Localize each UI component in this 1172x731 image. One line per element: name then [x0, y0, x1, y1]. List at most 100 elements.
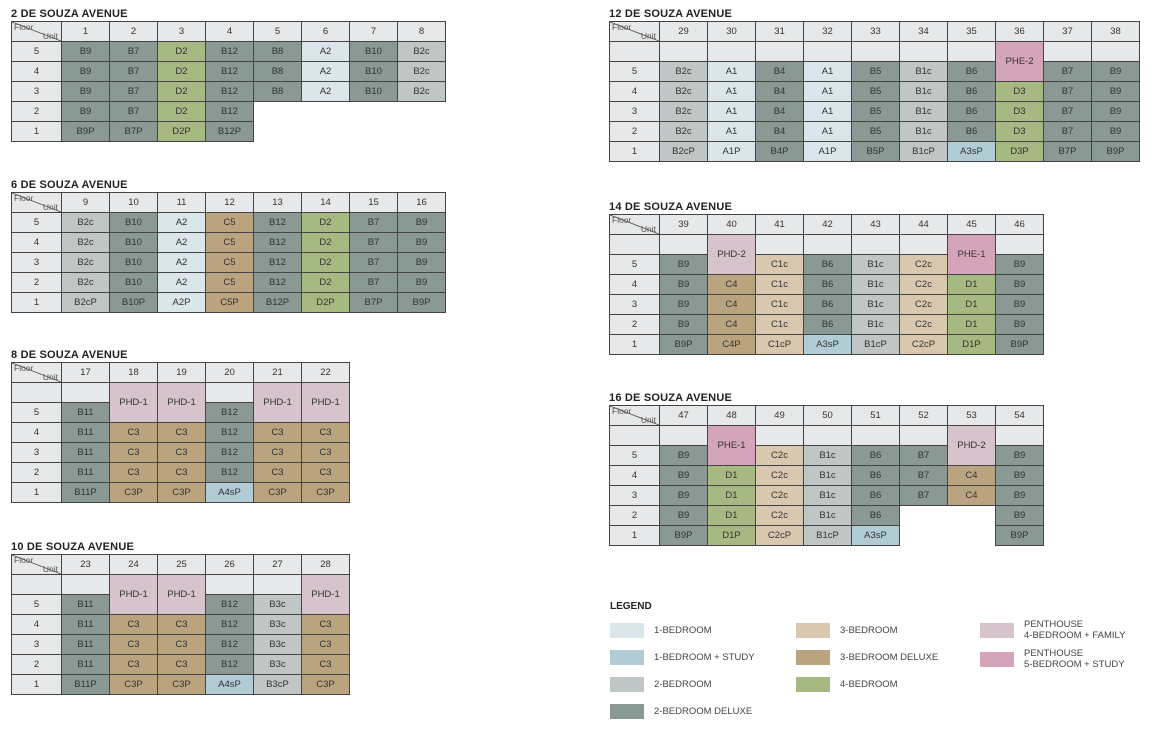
- empty-cell: [755, 425, 804, 446]
- floor-label: 5: [609, 254, 660, 275]
- unit-cell: C3: [157, 462, 206, 483]
- unit-cell: B12: [205, 594, 254, 615]
- empty-cell: [899, 41, 948, 62]
- empty-cell: [899, 234, 948, 255]
- unit-grid: Floor Unit 17 18 19 20 21 22 PHD-1 PHD-1 PHD-1 PHD-…: [11, 362, 350, 503]
- unit-cell: C2c: [755, 445, 804, 466]
- unit-cell: B7: [899, 465, 948, 486]
- legend-label: 1-BEDROOM + STUDY: [654, 652, 755, 663]
- unit-cell: B9: [995, 485, 1044, 506]
- unit-cell: B7: [1043, 121, 1092, 142]
- unit-cell: B12: [205, 101, 254, 122]
- unit-cell: C4P: [707, 334, 756, 355]
- block-title: 6 DE SOUZA AVENUE: [11, 179, 128, 191]
- unit-cell: D2: [157, 101, 206, 122]
- penthouse-top-row: PHD-1 PHD-1 PHD-1: [11, 574, 350, 615]
- unit-cell: B1cP: [899, 141, 948, 162]
- empty-cell: [995, 425, 1044, 446]
- floor-row: 5 B11 B12: [11, 402, 350, 423]
- floor-row: 2 B2c A1 B4 A1 B5 B1c B6 D3 B7 B9: [609, 121, 1140, 142]
- unit-cell: B9: [659, 505, 708, 526]
- floor-label: 5: [11, 594, 62, 615]
- unit-cell: B7: [349, 212, 398, 233]
- header-row: Floor Unit 9 10 11 12 13 14 15 16: [11, 192, 446, 213]
- unit-cell: C4: [947, 485, 996, 506]
- empty-cell: [659, 234, 708, 255]
- floor-label: 2: [609, 121, 660, 142]
- unit-cell: C3: [157, 422, 206, 443]
- floor-label: 5: [11, 212, 62, 233]
- floor-row: 4 B2c B10 A2 C5 B12 D2 B7 B9: [11, 232, 446, 253]
- floor-label: 4: [609, 465, 660, 486]
- unit-header: 39: [659, 214, 708, 235]
- empty-cell: [851, 234, 900, 255]
- unit-cell: A1: [707, 101, 756, 122]
- unit-cell: B6: [851, 445, 900, 466]
- floor-label: 3: [11, 442, 62, 463]
- unit-cell: B9: [1091, 81, 1140, 102]
- floor-label: 4: [609, 274, 660, 295]
- unit-cell: C3: [109, 442, 158, 463]
- unit-cell: B9: [659, 314, 708, 335]
- unit-header: 6: [301, 21, 350, 42]
- unit-cell: B6: [947, 101, 996, 122]
- unit-cell: B3c: [253, 614, 302, 635]
- legend: LEGEND 1-BEDROOM 1-BEDROOM + STUDY 2-BEDRO…: [610, 601, 1170, 726]
- unit-cell: B7: [109, 101, 158, 122]
- floor-unit-corner: Floor Unit: [11, 554, 62, 575]
- unit-cell: D3: [995, 81, 1044, 102]
- unit-cell: D2: [157, 81, 206, 102]
- unit-cell: B9: [659, 254, 708, 275]
- floor-label: 5: [609, 61, 660, 82]
- unit-header: 45: [947, 214, 996, 235]
- no-unit: [254, 102, 302, 122]
- unit-header: 1: [61, 21, 110, 42]
- unit-header: 42: [803, 214, 852, 235]
- unit-cell: B11P: [61, 482, 110, 503]
- unit-cell: B9P: [659, 525, 708, 546]
- unit-header: 4: [205, 21, 254, 42]
- no-unit: [900, 526, 948, 546]
- unit-cell: B1c: [899, 101, 948, 122]
- unit-cell: B11: [61, 654, 110, 675]
- penthouse-unit-cell: PHD-1: [301, 574, 350, 615]
- floor-label: 5: [609, 445, 660, 466]
- unit-cell: B9: [397, 212, 446, 233]
- unit-cell: A2: [301, 41, 350, 62]
- unit-cell: C3: [301, 634, 350, 655]
- unit-cell: B7: [349, 252, 398, 273]
- empty-cell: [1091, 41, 1140, 62]
- no-unit: [948, 506, 996, 526]
- unit-cell: A1: [803, 101, 852, 122]
- empty-cell: [253, 574, 302, 595]
- unit-cell: B11: [61, 462, 110, 483]
- unit-cell: B2c: [659, 61, 708, 82]
- penthouse-top-row: PHE-2: [609, 41, 1140, 82]
- floor-row: 3 B9 C4 C1c B6 B1c C2c D1 B9: [609, 294, 1044, 315]
- floor-empty: [609, 425, 660, 446]
- unit-cell: B2c: [61, 212, 110, 233]
- penthouse-unit-cell: PHD-1: [253, 382, 302, 423]
- floor-row: 5 B2c B10 A2 C5 B12 D2 B7 B9: [11, 212, 446, 233]
- empty-cell: [755, 234, 804, 255]
- block-12-de-souza: 12 DE SOUZA AVENUE Floor Unit 29 30 31 32 33 34 3…: [609, 7, 1140, 162]
- unit-cell: C3: [109, 422, 158, 443]
- legend-swatch: [980, 622, 1014, 638]
- unit-cell: B9: [397, 252, 446, 273]
- unit-cell: B1c: [899, 121, 948, 142]
- unit-cell: B2c: [397, 61, 446, 82]
- no-unit: [948, 526, 996, 546]
- unit-cell: B7: [1043, 81, 1092, 102]
- unit-header: 22: [301, 362, 350, 383]
- unit-cell: B12: [205, 442, 254, 463]
- floor-row: 1 B9P B7P D2P B12P: [11, 121, 446, 142]
- unit-cell: B9: [659, 294, 708, 315]
- corner-unit-label: Unit: [42, 202, 58, 212]
- no-unit: [398, 102, 446, 122]
- unit-cell: B4: [755, 121, 804, 142]
- corner-unit-label: Unit: [42, 564, 58, 574]
- floor-row: 5 B9 B7 D2 B12 B8 A2 B10 B2c: [11, 41, 446, 62]
- unit-header: 34: [899, 21, 948, 42]
- unit-cell: C2c: [755, 485, 804, 506]
- block-title: 12 DE SOUZA AVENUE: [609, 8, 732, 20]
